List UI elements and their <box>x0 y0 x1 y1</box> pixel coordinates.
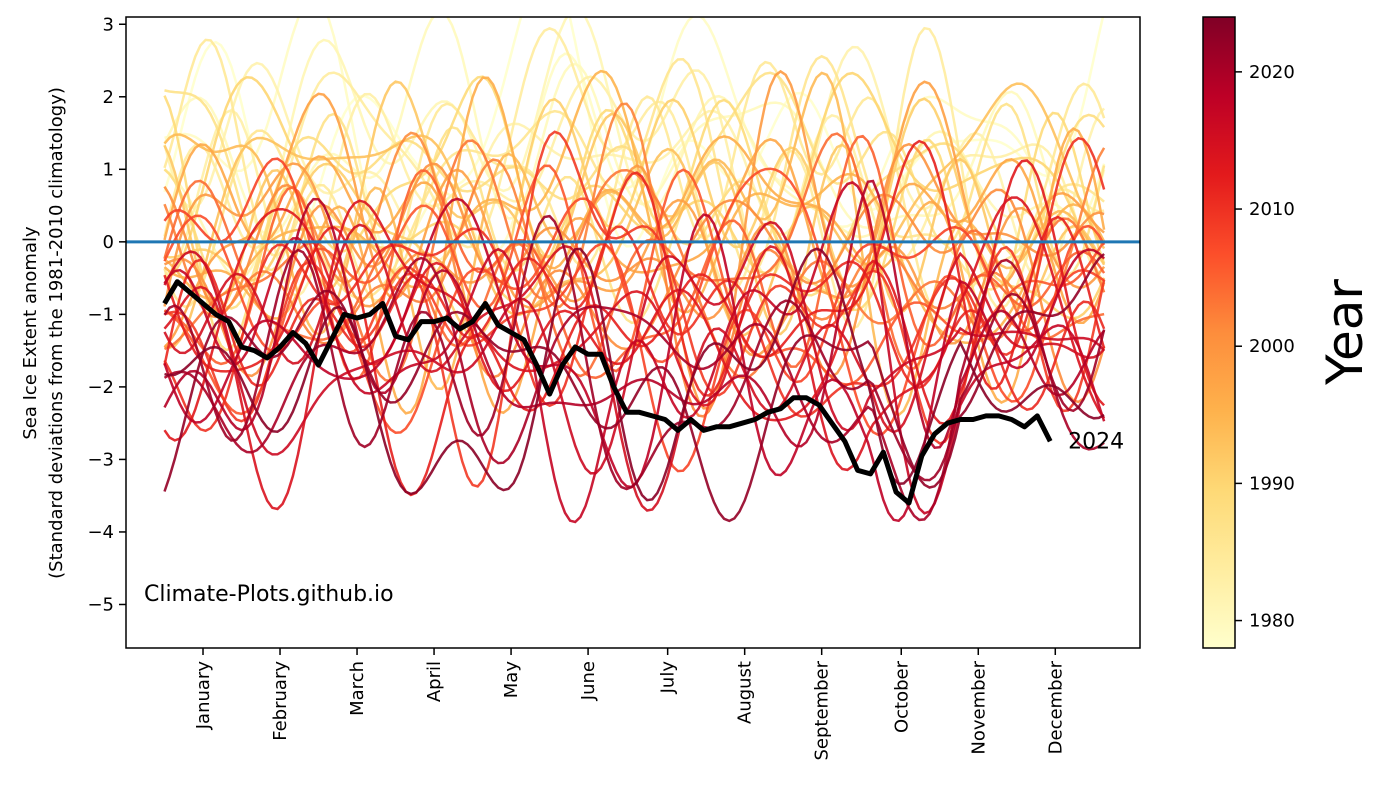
y-axis-label-line2: (Standard deviations from the 1981-2010 … <box>46 87 67 579</box>
year-line <box>163 69 1106 345</box>
year-line <box>163 76 1106 415</box>
y-tick-label: −4 <box>87 522 114 543</box>
year-line <box>164 17 1106 258</box>
x-tick-label: November <box>968 660 989 754</box>
year-line <box>163 102 1106 418</box>
colorbar-tick-label: 1990 <box>1249 473 1295 494</box>
x-tick-label: April <box>424 661 445 702</box>
y-axis-ticks: 3 2 1 0 −1 −2 −3 −4 −5 <box>87 14 126 615</box>
year-line <box>163 26 1105 330</box>
colorbar-tick-label: 1980 <box>1249 611 1295 632</box>
annotation-text: 2024 <box>1068 430 1124 455</box>
colorbar-ticks: 1980 1990 2000 2010 2020 <box>1235 62 1295 632</box>
year-line <box>163 214 1106 491</box>
y-tick-label: 1 <box>103 159 114 180</box>
plot-frame <box>125 16 1141 649</box>
y-axis-label: Sea Ice Extent anomaly (Standard deviati… <box>20 87 67 579</box>
x-tick-label: December <box>1045 660 1066 754</box>
year-line <box>163 80 1105 357</box>
x-tick-label: July <box>658 661 679 695</box>
y-axis-label-line1: Sea Ice Extent anomaly <box>20 226 41 440</box>
annotation-text: Climate-Plots.github.io <box>144 582 394 607</box>
x-tick-label: March <box>347 661 368 716</box>
year-line <box>163 253 1105 523</box>
colorbar-tick-label: 2010 <box>1249 199 1295 220</box>
year-line <box>163 142 1105 378</box>
x-tick-label: September <box>812 660 833 760</box>
y-tick-label: 0 <box>103 232 114 253</box>
plot-area: 3 2 1 0 −1 −2 −3 −4 −5 January February March April… <box>87 14 1141 761</box>
colorbar-tick-label: 2000 <box>1249 336 1295 357</box>
x-tick-label: January <box>193 661 214 731</box>
x-tick-label: June <box>578 661 599 701</box>
year-line <box>163 17 1105 280</box>
highlight-series-2024 <box>162 279 1053 506</box>
y-tick-label: 3 <box>103 14 114 35</box>
y-tick-label: −1 <box>87 304 114 325</box>
year-line <box>163 223 1106 512</box>
colorbar-label: Year <box>1316 279 1374 386</box>
colorbar-gradient <box>1202 16 1236 649</box>
y-tick-label: 2 <box>103 87 114 108</box>
colorbar-tick-label: 2020 <box>1249 62 1295 83</box>
year-line <box>163 220 1106 475</box>
year-line <box>163 179 1106 450</box>
x-tick-label: October <box>891 660 912 733</box>
year-lines <box>163 17 1106 524</box>
year-line <box>164 97 1106 339</box>
year-line <box>164 130 1106 488</box>
x-tick-label: August <box>735 661 756 724</box>
y-tick-label: −3 <box>87 449 114 470</box>
x-tick-label: May <box>501 661 522 699</box>
y-tick-label: −2 <box>87 377 114 398</box>
colorbar: 1980 1990 2000 2010 2020 Year <box>1202 16 1374 649</box>
x-axis-ticks: January February March April May June July Augu… <box>193 648 1066 761</box>
year-line <box>164 247 1105 502</box>
x-tick-label: February <box>270 661 291 741</box>
y-tick-label: −5 <box>87 594 114 615</box>
annotations: 2024 Climate-Plots.github.io <box>144 430 1124 607</box>
